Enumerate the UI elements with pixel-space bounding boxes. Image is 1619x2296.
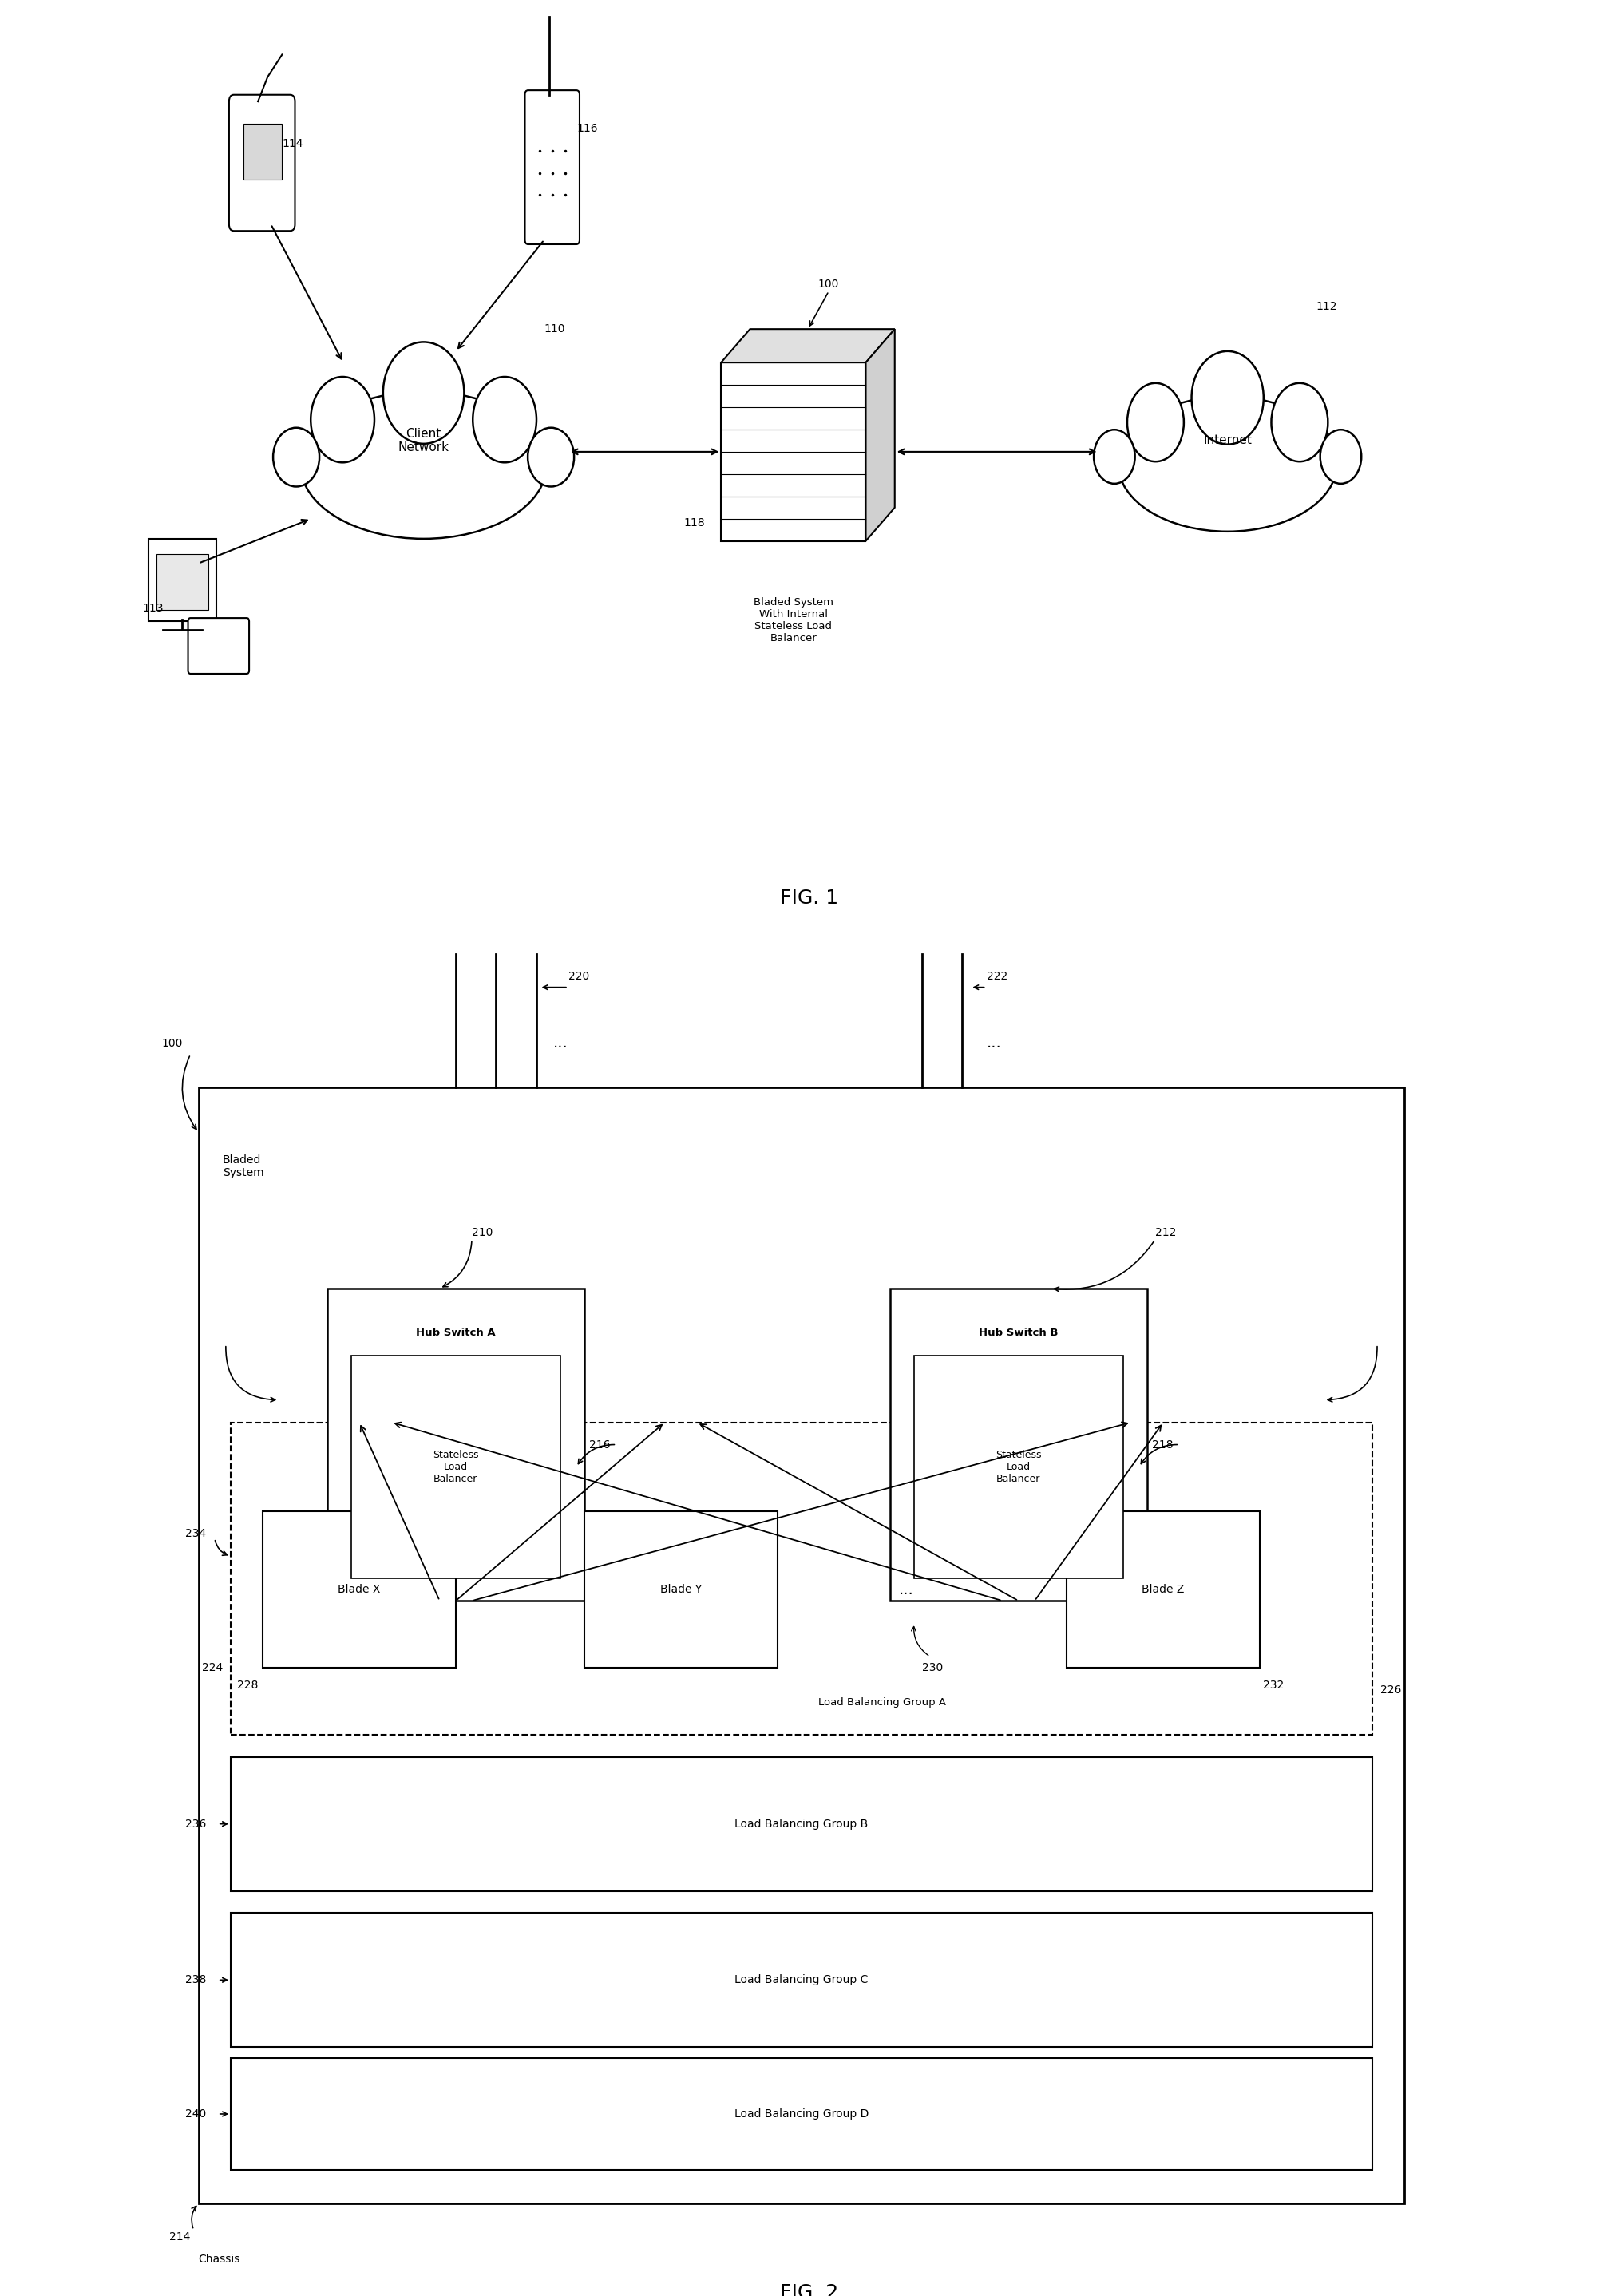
Text: 220: 220 [568, 971, 589, 983]
Ellipse shape [1319, 429, 1362, 484]
Text: Load Balancing Group C: Load Balancing Group C [735, 1975, 868, 1986]
Text: 114: 114 [282, 138, 303, 149]
Text: FIG. 1: FIG. 1 [780, 889, 839, 907]
Text: Blade X: Blade X [338, 1584, 380, 1596]
Text: 232: 232 [1263, 1681, 1284, 1692]
Text: ...: ... [552, 1035, 568, 1052]
Text: Blade Z: Blade Z [1141, 1584, 1185, 1596]
Text: 240: 240 [186, 2108, 207, 2119]
Text: Stateless
Load
Balancer: Stateless Load Balancer [996, 1449, 1041, 1483]
Ellipse shape [1192, 351, 1263, 445]
Ellipse shape [1119, 397, 1337, 533]
Ellipse shape [274, 427, 319, 487]
Text: 238: 238 [186, 1975, 207, 1986]
Text: 116: 116 [576, 122, 597, 133]
FancyBboxPatch shape [720, 363, 866, 542]
Text: ...: ... [899, 1582, 913, 1598]
FancyBboxPatch shape [243, 124, 282, 179]
Text: Hub Switch B: Hub Switch B [979, 1327, 1059, 1339]
Text: 226: 226 [1381, 1685, 1402, 1697]
Text: 236: 236 [186, 1818, 207, 1830]
Text: Client
Network: Client Network [398, 427, 448, 455]
Text: 212: 212 [1156, 1226, 1177, 1238]
FancyBboxPatch shape [188, 618, 249, 673]
Text: Load Balancing Group D: Load Balancing Group D [735, 2108, 869, 2119]
Text: 218: 218 [1153, 1440, 1174, 1451]
Text: 224: 224 [202, 1662, 222, 1674]
Text: 234: 234 [186, 1529, 207, 1538]
Ellipse shape [311, 377, 374, 461]
Text: 214: 214 [170, 2232, 191, 2243]
Text: 228: 228 [236, 1681, 257, 1692]
FancyBboxPatch shape [230, 1421, 1373, 1736]
Polygon shape [866, 328, 895, 542]
Text: 230: 230 [923, 1662, 942, 1674]
FancyBboxPatch shape [149, 540, 217, 622]
Text: Blade Y: Blade Y [661, 1584, 701, 1596]
FancyBboxPatch shape [157, 553, 209, 611]
Ellipse shape [1271, 383, 1328, 461]
Text: FIG. 2: FIG. 2 [780, 2282, 839, 2296]
Text: Stateless
Load
Balancer: Stateless Load Balancer [432, 1449, 479, 1483]
Polygon shape [720, 328, 895, 363]
Text: 118: 118 [683, 517, 704, 528]
Text: ...: ... [988, 1035, 1002, 1052]
Ellipse shape [1094, 429, 1135, 484]
FancyBboxPatch shape [199, 1088, 1404, 2204]
FancyBboxPatch shape [915, 1355, 1124, 1577]
Text: Internet: Internet [1203, 434, 1251, 448]
FancyBboxPatch shape [230, 2057, 1373, 2170]
Text: Hub Switch A: Hub Switch A [416, 1327, 495, 1339]
Ellipse shape [384, 342, 465, 443]
Text: 100: 100 [162, 1038, 183, 1049]
Text: 210: 210 [471, 1226, 492, 1238]
FancyBboxPatch shape [230, 1756, 1373, 1892]
Text: Bladed System
With Internal
Stateless Load
Balancer: Bladed System With Internal Stateless Lo… [753, 597, 834, 643]
FancyBboxPatch shape [351, 1355, 560, 1577]
FancyBboxPatch shape [327, 1288, 584, 1600]
Text: Bladed
System: Bladed System [222, 1155, 264, 1178]
FancyBboxPatch shape [1067, 1511, 1260, 1667]
Text: Load Balancing Group A: Load Balancing Group A [818, 1697, 945, 1708]
Ellipse shape [473, 377, 536, 461]
Text: 110: 110 [544, 324, 565, 335]
FancyBboxPatch shape [584, 1511, 777, 1667]
Ellipse shape [528, 427, 575, 487]
Text: 222: 222 [986, 971, 1007, 983]
FancyBboxPatch shape [262, 1511, 457, 1667]
Text: 113: 113 [142, 602, 164, 613]
Ellipse shape [301, 393, 547, 540]
Text: 216: 216 [589, 1440, 610, 1451]
Text: Load Balancing Group B: Load Balancing Group B [735, 1818, 868, 1830]
FancyBboxPatch shape [228, 94, 295, 232]
FancyBboxPatch shape [230, 1913, 1373, 2048]
Text: 112: 112 [1316, 301, 1337, 312]
Ellipse shape [1127, 383, 1183, 461]
Text: 100: 100 [818, 278, 839, 289]
FancyBboxPatch shape [890, 1288, 1148, 1600]
Text: Chassis: Chassis [199, 2252, 240, 2264]
FancyBboxPatch shape [525, 90, 580, 243]
